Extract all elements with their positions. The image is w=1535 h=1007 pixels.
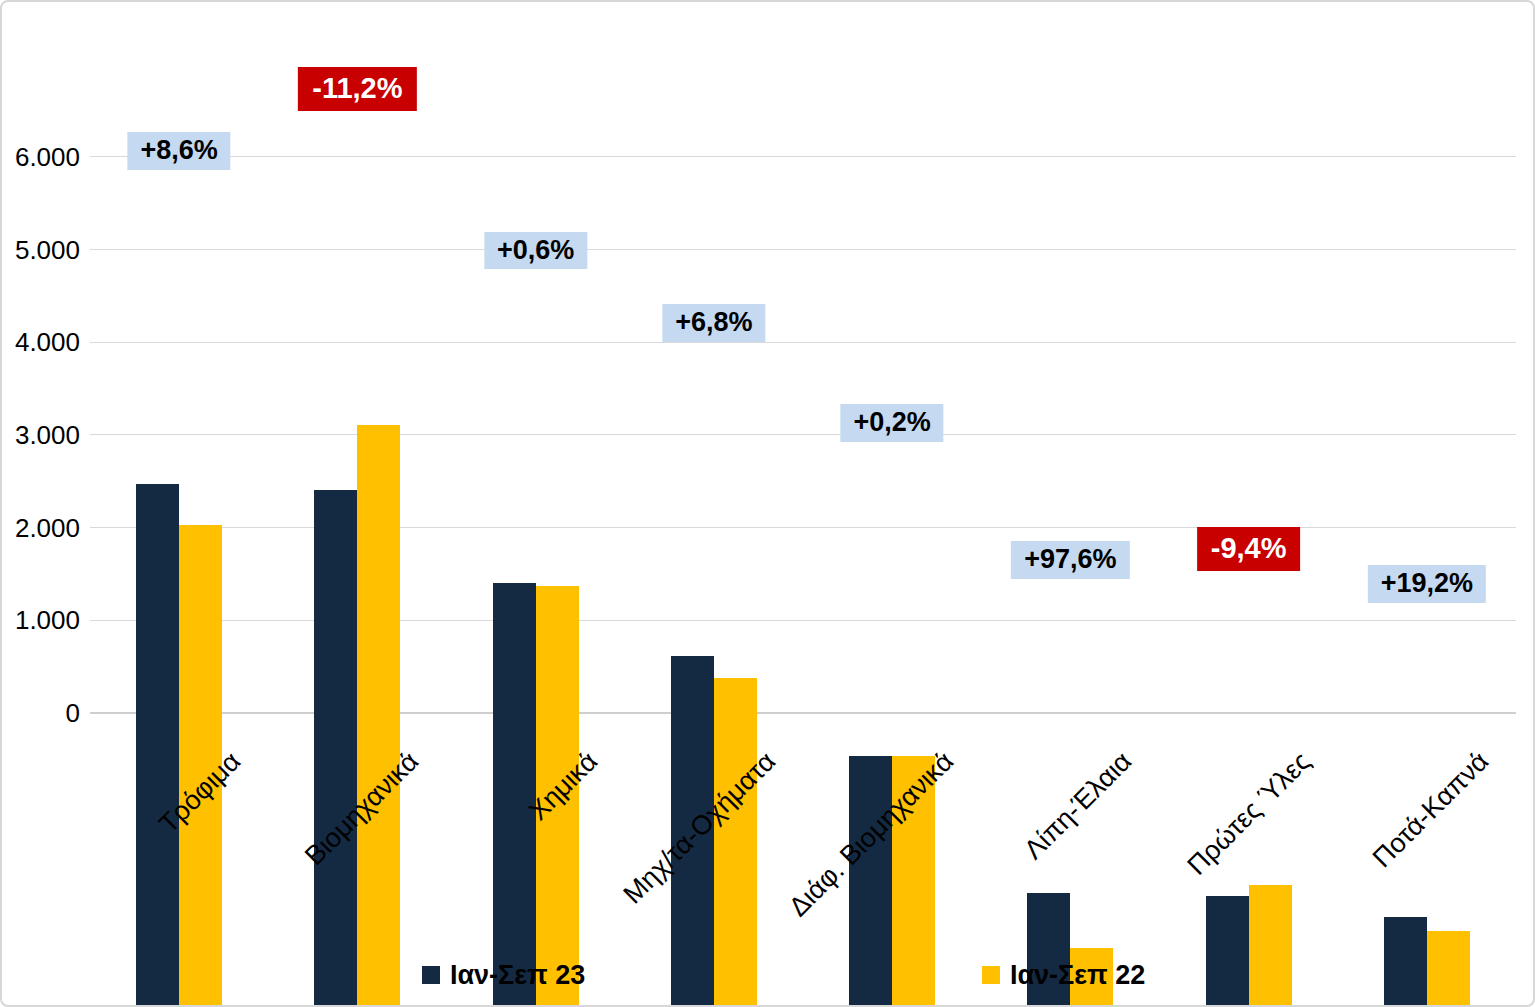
y-axis-tick-label: 1.000 [0,605,80,635]
bar-group [803,294,981,1005]
bar-current-period [849,756,892,1005]
chart-canvas: { "chart_data": { "type": "bar", "title"… [0,0,1535,1007]
bar-chart: 01.0002.0003.0004.0005.0006.000+8,6%Τρόφ… [2,2,1533,1005]
bar-current-period [1384,917,1427,1005]
change-badge: -11,2% [298,67,416,111]
y-axis-tick-label: 6.000 [0,142,80,172]
y-axis-tick-label: 2.000 [0,513,80,543]
bar-current-period [314,490,357,1005]
bar-previous-period [1249,885,1292,1006]
change-badge: +19,2% [1368,565,1486,603]
bar-current-period [493,583,536,1005]
bar-group [90,294,268,1005]
change-badge: +0,6% [484,232,587,270]
y-axis-tick-label: 0 [0,698,80,728]
change-badge: +97,6% [1011,541,1129,579]
change-badge: +0,2% [840,404,943,442]
change-badge: -9,4% [1197,527,1301,571]
legend-label: Ιαν-Σεπ 23 [450,960,585,991]
change-badge: +8,6% [127,132,230,170]
y-axis-tick-label: 5.000 [0,235,80,265]
change-badge: +6,8% [662,304,765,342]
bar-group [981,294,1159,1005]
bar-current-period [1206,896,1249,1005]
legend-item: Ιαν-Σεπ 22 [982,960,1145,990]
bar-group [1338,294,1516,1005]
legend-label: Ιαν-Σεπ 22 [1010,960,1145,991]
bar-current-period [136,484,179,1005]
legend-item: Ιαν-Σεπ 23 [422,960,585,990]
gridline [90,249,1516,250]
gridline [90,156,1516,157]
y-axis-tick-label: 4.000 [0,327,80,357]
bar-group [268,294,446,1005]
bar-previous-period [714,678,757,1005]
bar-group [447,294,625,1005]
bar-group [1160,294,1338,1005]
legend-swatch [982,966,1000,984]
bar-previous-period [357,425,400,1005]
legend-swatch [422,966,440,984]
bar-previous-period [1427,931,1470,1005]
y-axis-tick-label: 3.000 [0,420,80,450]
